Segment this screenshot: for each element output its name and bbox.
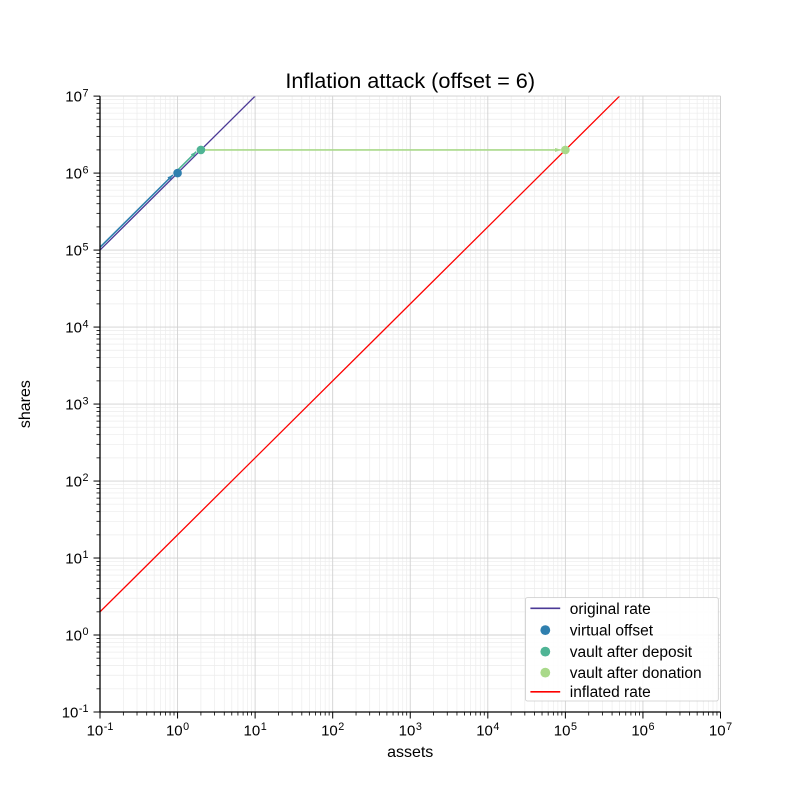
svg-text:virtual offset: virtual offset (570, 623, 654, 640)
svg-text:100: 100 (65, 626, 88, 644)
svg-text:105: 105 (554, 721, 577, 739)
svg-text:105: 105 (65, 241, 88, 259)
svg-text:10-1: 10-1 (87, 721, 114, 739)
svg-text:106: 106 (65, 164, 88, 182)
svg-text:103: 103 (399, 721, 422, 739)
svg-text:inflated rate: inflated rate (570, 684, 651, 701)
svg-text:104: 104 (65, 318, 88, 336)
svg-text:101: 101 (65, 549, 88, 567)
svg-text:102: 102 (65, 472, 88, 490)
svg-text:107: 107 (65, 87, 88, 105)
svg-text:106: 106 (631, 721, 654, 739)
svg-text:10-1: 10-1 (62, 703, 89, 721)
svg-text:vault after donation: vault after donation (570, 665, 702, 682)
svg-text:107: 107 (709, 721, 732, 739)
svg-text:original rate: original rate (570, 601, 651, 618)
svg-text:Inflation attack (offset = 6): Inflation attack (offset = 6) (285, 68, 535, 93)
svg-text:102: 102 (321, 721, 344, 739)
svg-text:103: 103 (65, 395, 88, 413)
svg-text:shares: shares (17, 380, 34, 428)
svg-text:101: 101 (244, 721, 267, 739)
svg-text:100: 100 (166, 721, 189, 739)
svg-text:104: 104 (476, 721, 499, 739)
svg-text:assets: assets (387, 744, 433, 761)
svg-text:vault after deposit: vault after deposit (570, 644, 693, 661)
